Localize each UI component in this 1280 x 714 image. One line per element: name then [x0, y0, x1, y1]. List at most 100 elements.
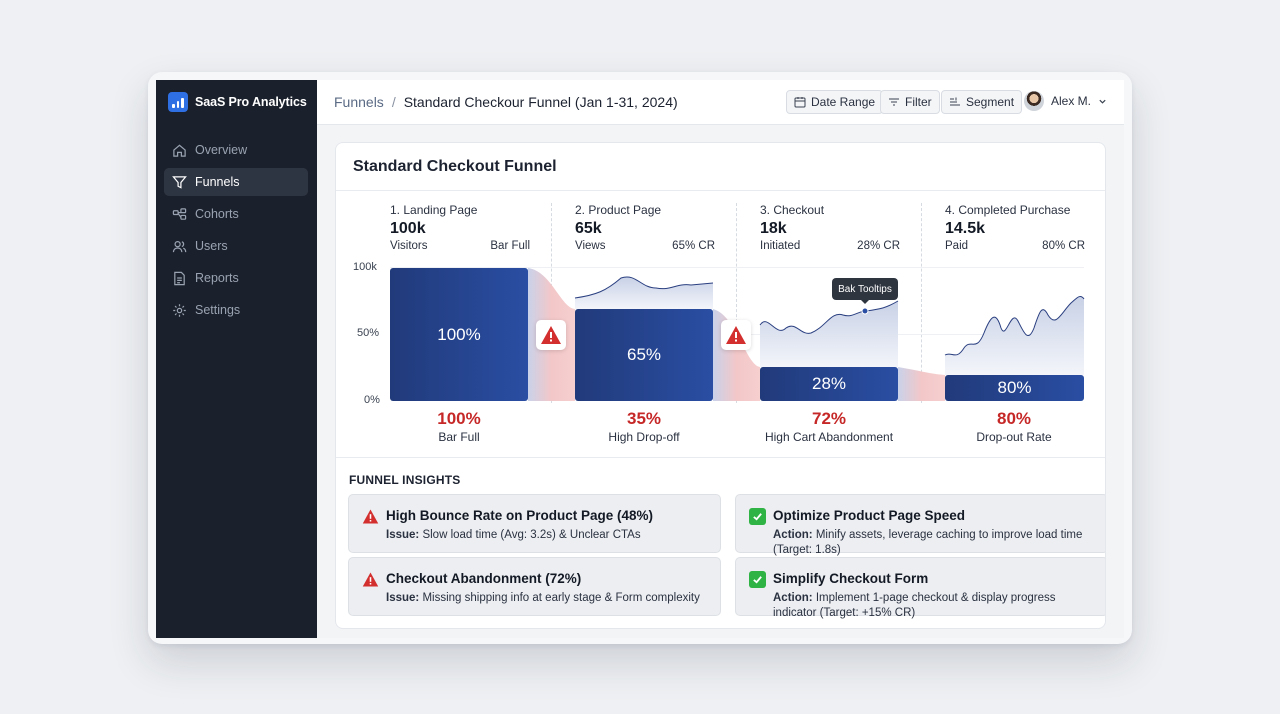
- stage-value: 14.5k: [945, 220, 986, 237]
- chevron-down-icon: [1099, 99, 1106, 104]
- insight-heading: Simplify Checkout Form: [773, 571, 929, 586]
- stage-dropoff-pct: 80%: [996, 409, 1032, 428]
- date-range-button[interactable]: Date Range: [786, 90, 884, 114]
- breadcrumb: Funnels / Standard Checkour Funnel (Jan …: [334, 94, 678, 110]
- insight-body: Action: Minify assets, leverage caching …: [773, 528, 1098, 558]
- insight-text: Missing shipping info at early stage & F…: [422, 592, 700, 604]
- avatar: [1024, 91, 1044, 111]
- insight-card[interactable]: High Bounce Rate on Product Page (48%) I…: [348, 494, 721, 553]
- purchase-sparkline: [944, 296, 1085, 356]
- brand-name: SaaS Pro Analytics: [195, 95, 307, 109]
- stage-dropoff-label: Bar Full: [438, 430, 480, 444]
- filter-label: Filter: [905, 95, 932, 109]
- stage-sub-left: Visitors: [390, 240, 428, 252]
- y-tick-label: 50%: [357, 327, 380, 339]
- funnel-card: Standard Checkout Funnel 1. Landing Page…: [335, 142, 1106, 629]
- segment-button[interactable]: Segment: [941, 90, 1023, 114]
- sidebar-item-overview[interactable]: Overview: [164, 136, 308, 164]
- funnel-bar-product[interactable]: 65%: [575, 309, 713, 401]
- user-name: Alex M.: [1051, 94, 1092, 108]
- funnel-flow-chart: [528, 268, 1085, 401]
- funnel-bar-landing[interactable]: 100%: [390, 268, 528, 401]
- insight-card[interactable]: Checkout Abandonment (72%) Issue: Missin…: [348, 557, 721, 616]
- insight-key: Issue:: [386, 592, 420, 604]
- stage-header: 3. Checkout 18k Initiated 28% CR: [760, 203, 900, 252]
- stage-sub-right: 28% CR: [857, 240, 900, 252]
- sidebar-nav: Overview Funnels Cohorts Users Reports S…: [164, 136, 308, 328]
- filter-button[interactable]: Filter: [880, 90, 940, 114]
- users-icon: [172, 240, 187, 252]
- filter-icon: [889, 98, 899, 106]
- insights-title: FUNNEL INSIGHTS: [349, 473, 461, 487]
- product-page-sparkline: [574, 276, 714, 299]
- sidebar: SaaS Pro Analytics Overview Funnels Coho…: [156, 80, 317, 638]
- stage-dropoff-pct: 35%: [626, 409, 662, 428]
- funnel-bar-checkout[interactable]: 28%: [760, 367, 898, 401]
- insight-card[interactable]: Simplify Checkout Form Action: Implement…: [735, 557, 1105, 619]
- insight-text: Implement 1-page checkout & display prog…: [773, 592, 1056, 619]
- sidebar-item-label: Users: [195, 239, 228, 253]
- dropoff-warning[interactable]: [536, 320, 566, 350]
- stage-dropoff-stat: 72% High Cart Abandonment: [759, 409, 899, 444]
- sidebar-item-label: Funnels: [195, 175, 240, 189]
- stage-sub-right: Bar Full: [490, 240, 530, 252]
- sidebar-item-users[interactable]: Users: [164, 232, 308, 260]
- insight-key: Action:: [773, 592, 813, 604]
- funnel-bar-purchase[interactable]: 80%: [945, 375, 1084, 401]
- tooltip-marker: [861, 307, 869, 315]
- insight-text: Slow load time (Avg: 3.2s) & Unclear CTA…: [422, 529, 641, 541]
- sidebar-item-settings[interactable]: Settings: [164, 296, 308, 324]
- dropoff-warning[interactable]: [721, 320, 751, 350]
- stage-dropoff-stat: 35% High Drop-off: [574, 409, 714, 444]
- stage-sub-left: Paid: [945, 240, 969, 252]
- calendar-icon: [794, 97, 806, 108]
- stage-dropoff-pct: 100%: [437, 409, 481, 428]
- stage-value: 100k: [390, 220, 426, 237]
- stage-dropoff-stat: 100% Bar Full: [389, 409, 529, 444]
- breadcrumb-funnels-link[interactable]: Funnels: [334, 94, 384, 110]
- sidebar-item-label: Cohorts: [195, 207, 239, 221]
- sidebar-item-funnels[interactable]: Funnels: [164, 168, 308, 196]
- product-page-sparkline-area: [575, 276, 713, 309]
- stage-value: 18k: [760, 220, 787, 237]
- stage-dropoff-pct: 72%: [811, 409, 847, 428]
- top-bar: Funnels / Standard Checkour Funnel (Jan …: [317, 80, 1124, 125]
- check-icon: [749, 571, 766, 588]
- stage-header: 2. Product Page 65k Views 65% CR: [575, 203, 715, 252]
- card-divider: [336, 190, 1105, 191]
- reports-icon: [174, 271, 185, 285]
- insight-heading: Optimize Product Page Speed: [773, 508, 966, 523]
- insights-divider: [336, 457, 1105, 458]
- stage-dropoff-label: High Drop-off: [608, 430, 680, 444]
- check-icon: [749, 508, 766, 525]
- funnel-title: Standard Checkout Funnel: [353, 158, 557, 175]
- warning-icon: [362, 572, 379, 587]
- funnel-icon: [172, 175, 187, 189]
- stage-sub-right: 80% CR: [1042, 240, 1085, 252]
- purchase-sparkline-area: [945, 296, 1084, 375]
- insight-body: Issue: Slow load time (Avg: 3.2s) & Uncl…: [386, 528, 711, 543]
- breadcrumb-current: Standard Checkour Funnel (Jan 1-31, 2024…: [403, 94, 678, 110]
- home-icon: [173, 144, 186, 157]
- insight-heading: High Bounce Rate on Product Page (48%): [386, 508, 654, 523]
- checkout-sparkline: [759, 300, 899, 334]
- brand: SaaS Pro Analytics: [168, 92, 307, 112]
- insight-text: Minify assets, leverage caching to impro…: [773, 529, 1083, 556]
- app-window: SaaS Pro Analytics Overview Funnels Coho…: [156, 80, 1124, 638]
- insight-key: Action:: [773, 529, 813, 541]
- sidebar-item-label: Settings: [195, 303, 241, 317]
- stage-dropoff-label: High Cart Abandonment: [764, 430, 894, 444]
- date-range-label: Date Range: [811, 95, 876, 109]
- gridline: [390, 267, 1084, 268]
- sidebar-item-cohorts[interactable]: Cohorts: [164, 200, 308, 228]
- user-menu[interactable]: Alex M.: [1024, 91, 1107, 111]
- stage-name: 4. Completed Purchase: [945, 203, 1071, 217]
- insight-heading: Checkout Abandonment (72%): [386, 571, 582, 586]
- segment-label: Segment: [966, 95, 1015, 109]
- stage-sub-right: 65% CR: [672, 240, 715, 252]
- stage-name: 2. Product Page: [575, 203, 662, 217]
- stage-header: 4. Completed Purchase 14.5k Paid 80% CR: [945, 203, 1085, 252]
- stage-divider: [736, 203, 737, 403]
- insight-card[interactable]: Optimize Product Page Speed Action: Mini…: [735, 494, 1105, 556]
- sidebar-item-reports[interactable]: Reports: [164, 264, 308, 292]
